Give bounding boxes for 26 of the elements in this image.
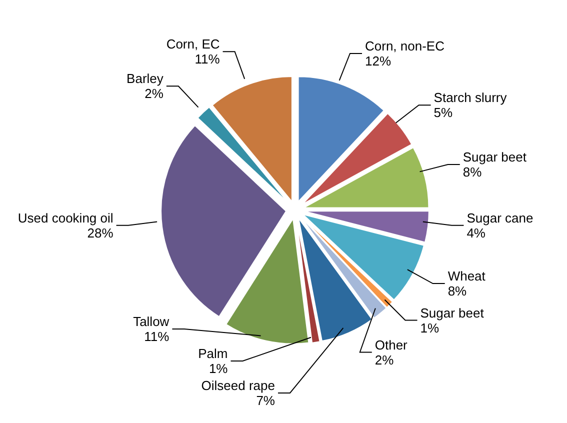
slice-label: Starch slurry — [434, 90, 508, 106]
slice-label: Sugar beet — [420, 305, 484, 320]
data-label: 2% — [144, 86, 164, 102]
slice-label: Barley — [126, 71, 164, 86]
slice-label: Other — [374, 337, 408, 352]
slice-label: Sugar beet — [462, 149, 527, 164]
slice-label: Palm — [198, 346, 228, 361]
data-label: 1% — [208, 361, 228, 376]
data-label: 12% — [365, 53, 392, 68]
slice-label: Tallow — [133, 314, 170, 329]
data-label: 7% — [256, 393, 276, 408]
data-label: 4% — [466, 225, 486, 240]
slice-label: Used cooking oil — [18, 210, 114, 226]
data-label: 28% — [87, 225, 114, 240]
slice-label: Corn, non-EC — [365, 38, 444, 54]
slice-label: Corn, EC — [166, 36, 220, 52]
data-label: 8% — [462, 164, 482, 180]
slice-label: Sugar cane — [466, 210, 534, 226]
data-label: 5% — [434, 105, 454, 120]
data-label: 8% — [448, 284, 468, 299]
slice-label: Wheat — [448, 268, 486, 284]
slice-label: Oilseed rape — [201, 378, 275, 393]
data-label: 11% — [144, 329, 170, 344]
data-label: 2% — [374, 352, 394, 368]
data-label: 1% — [420, 320, 440, 336]
data-label: 11% — [194, 52, 220, 67]
